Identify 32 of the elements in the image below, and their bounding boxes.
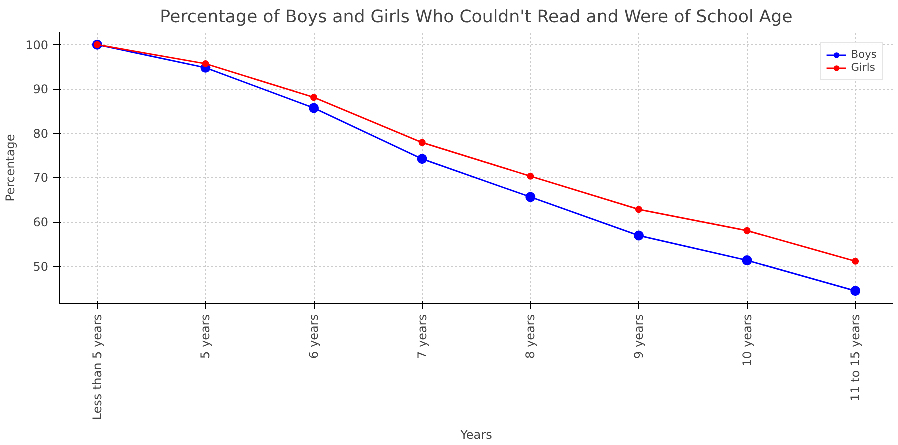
legend-label: Boys — [851, 48, 877, 61]
y-axis-title: Percentage — [4, 134, 18, 202]
y-tick-label: 80 — [33, 126, 49, 141]
point — [635, 206, 642, 214]
point — [744, 227, 751, 234]
point — [417, 154, 428, 164]
y-tick-label: 60 — [33, 216, 49, 230]
x-tick-label: 5 years — [198, 314, 213, 359]
point — [202, 60, 210, 68]
x-tick-label: 7 years — [415, 314, 430, 359]
point — [310, 94, 318, 102]
y-tick-label: 50 — [33, 260, 49, 274]
y-tick-label: 100 — [26, 38, 48, 52]
y-tick-label: 90 — [33, 82, 49, 97]
x-tick-label: 6 years — [307, 314, 322, 359]
chart-title: Percentage of Boys and Girls Who Couldn't Read and Were of School Age — [160, 8, 793, 28]
legend-label: Girls — [851, 61, 876, 74]
x-axis-title: Years — [460, 428, 492, 442]
y-tick-label: 70 — [33, 171, 49, 186]
point — [527, 172, 534, 180]
point — [634, 230, 644, 241]
x-tick-label: 10 years — [740, 314, 754, 367]
point — [742, 256, 752, 266]
point — [850, 286, 861, 296]
point — [418, 139, 426, 146]
point — [526, 192, 536, 202]
point — [309, 103, 320, 114]
point — [852, 258, 860, 265]
x-tick-label: 11 to 15 years — [848, 314, 863, 402]
x-tick-label: Less than 5 years — [90, 314, 104, 420]
x-tick-label: 8 years — [524, 314, 538, 359]
x-tick-label: 9 years — [632, 314, 646, 359]
